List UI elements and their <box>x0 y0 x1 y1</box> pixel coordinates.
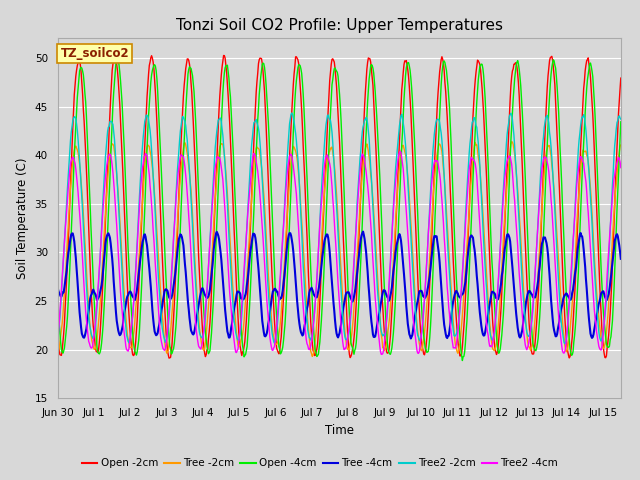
Title: Tonzi Soil CO2 Profile: Upper Temperatures: Tonzi Soil CO2 Profile: Upper Temperatur… <box>176 18 502 33</box>
Y-axis label: Soil Temperature (C): Soil Temperature (C) <box>16 157 29 279</box>
Text: TZ_soilco2: TZ_soilco2 <box>60 48 129 60</box>
X-axis label: Time: Time <box>324 424 354 437</box>
Legend: Open -2cm, Tree -2cm, Open -4cm, Tree -4cm, Tree2 -2cm, Tree2 -4cm: Open -2cm, Tree -2cm, Open -4cm, Tree -4… <box>77 454 563 472</box>
